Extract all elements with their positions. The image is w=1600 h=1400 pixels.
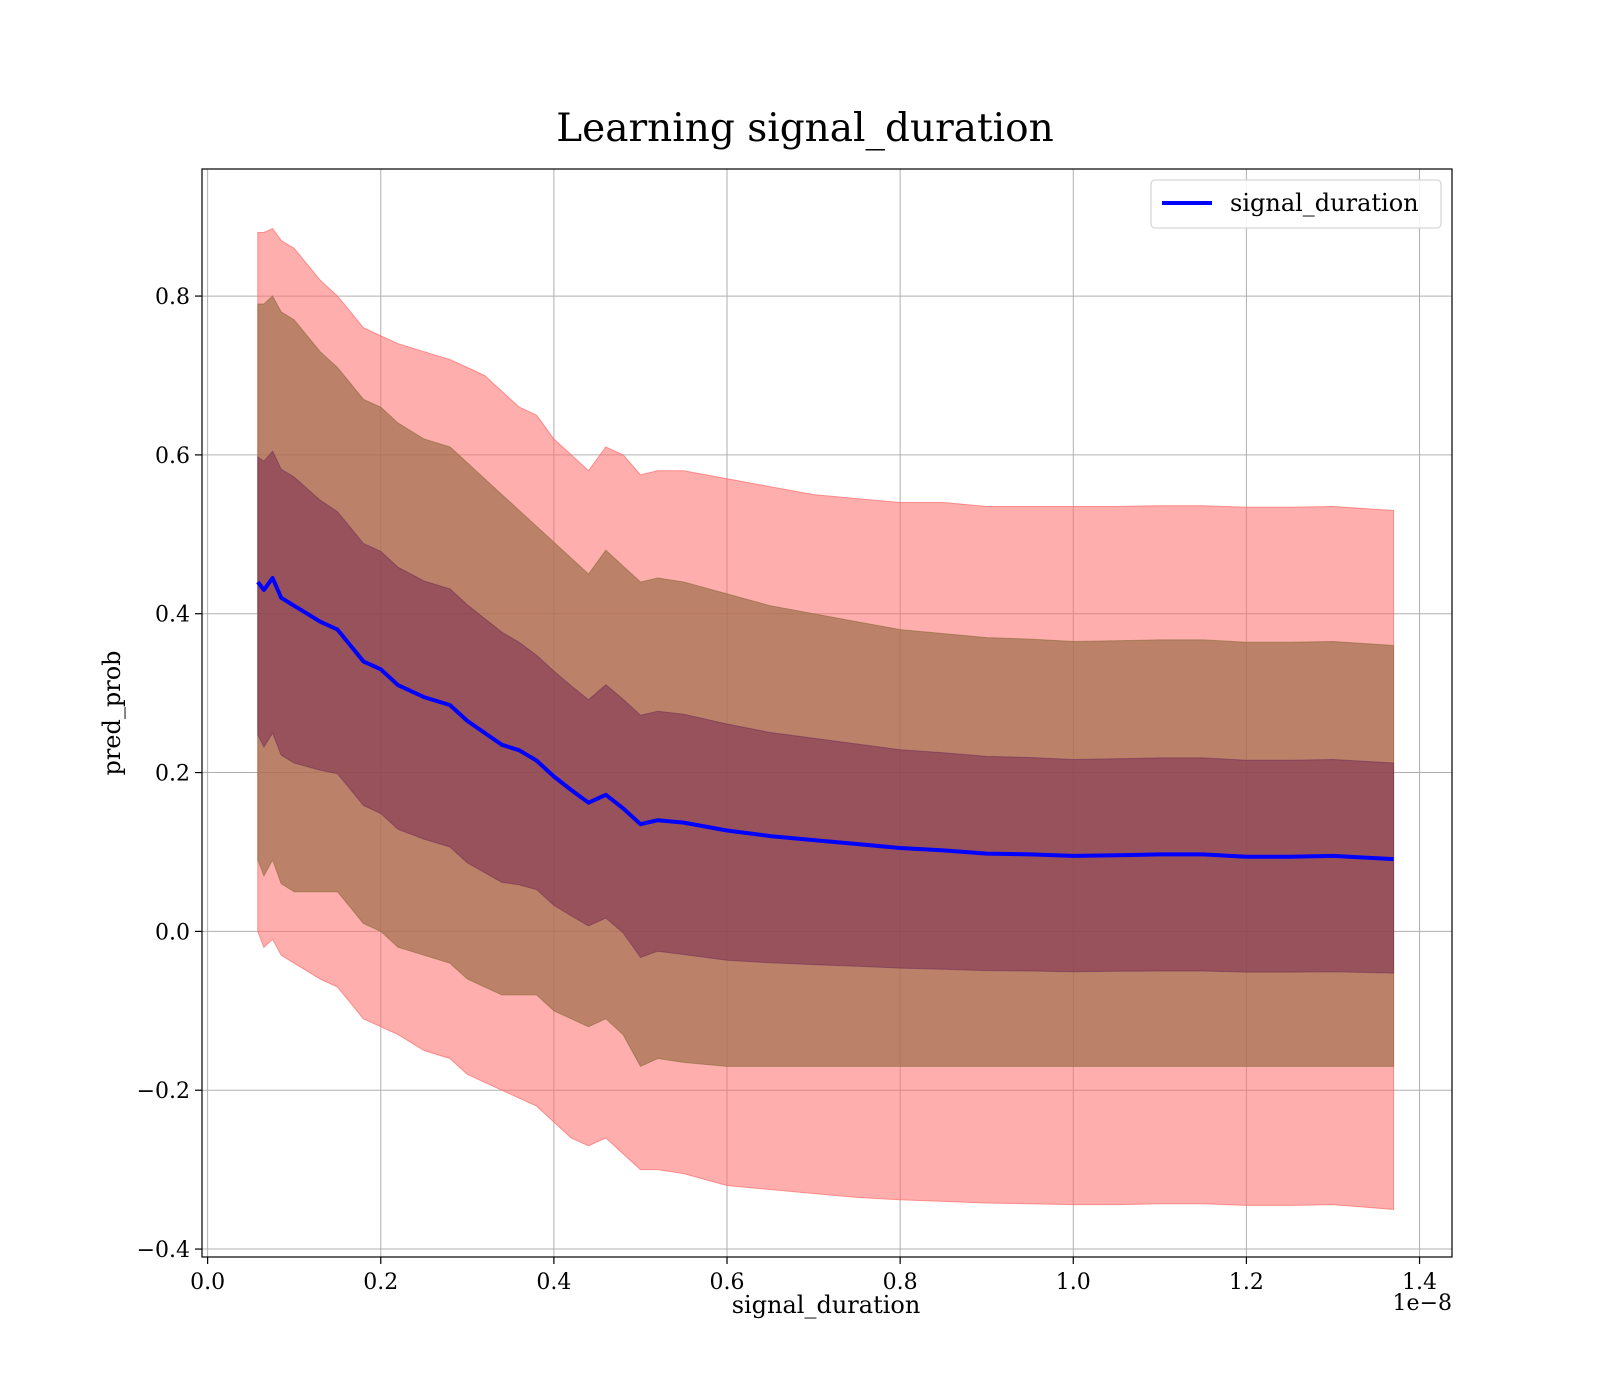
x-offset-label: 1e−8: [1393, 1291, 1452, 1316]
bands: [257, 227, 1395, 1210]
legend-box: [1150, 179, 1442, 229]
y-tick-label: 0.2: [155, 762, 190, 787]
y-tick-label: −0.4: [137, 1238, 190, 1263]
series-line-signal-duration: [256, 576, 1394, 862]
x-tick-label: 1.2: [1229, 1270, 1264, 1295]
y-axis-label: pred_prob: [98, 650, 126, 775]
y-tick-label: −0.2: [137, 1079, 190, 1104]
x-tick-label: 0.8: [883, 1270, 918, 1295]
x-tick-label: 0.2: [363, 1270, 398, 1295]
legend: signal_duration: [1150, 179, 1442, 229]
band-inner: [257, 450, 1395, 974]
y-tick-label: 0.4: [155, 603, 190, 628]
x-tick-label: 0.6: [710, 1270, 745, 1295]
x-tick-label: 0.4: [536, 1270, 571, 1295]
y-tick-label: 0.0: [155, 920, 190, 945]
y-tick-label: 0.6: [155, 444, 190, 469]
series: [256, 576, 1394, 862]
x-axis-label: signal_duration: [732, 1291, 921, 1319]
x-tick-label: 0.0: [190, 1270, 225, 1295]
legend-entry-signal-duration: signal_duration: [1230, 189, 1419, 217]
y-axis: −0.4 −0.2 0.0 0.2 0.4 0.6 0.8: [137, 285, 202, 1263]
x-axis: 0.0 0.2 0.4 0.6 0.8 1.0 1.2 1.4: [190, 1257, 1437, 1295]
x-tick-label: 1.4: [1402, 1270, 1437, 1295]
x-tick-label: 1.0: [1056, 1270, 1091, 1295]
y-tick-label: 0.8: [155, 285, 190, 310]
plot-frame: [201, 168, 1453, 1258]
chart-title: Learning signal_duration: [556, 106, 1053, 151]
